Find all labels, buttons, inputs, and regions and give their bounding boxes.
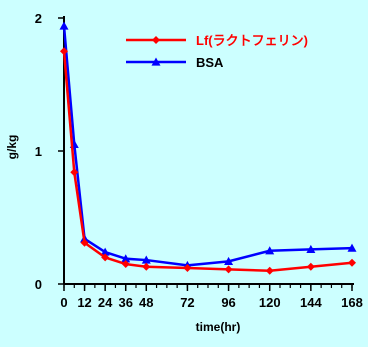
x-tick-label: 168 — [341, 295, 363, 310]
legend: Lf(ラクトフェリン) BSA — [126, 33, 308, 70]
data-point-bsa — [347, 243, 357, 252]
y-axis-title: g/kg — [5, 135, 19, 160]
legend-item-bsa: BSA — [126, 55, 224, 70]
data-point-lf — [101, 253, 110, 262]
y-tick-label: 0 — [35, 277, 42, 292]
data-point-lf — [60, 47, 68, 56]
data-point-lf — [142, 262, 151, 271]
data-point-lf — [80, 238, 89, 247]
data-point-bsa — [59, 21, 69, 30]
series-lf — [60, 47, 356, 275]
y-tick-label: 1 — [35, 144, 42, 159]
data-point-bsa — [141, 255, 151, 264]
x-tick-label: 48 — [139, 295, 153, 310]
data-point-bsa — [265, 246, 275, 255]
data-point-lf — [121, 260, 130, 269]
data-point-bsa — [306, 244, 316, 254]
x-tick-label: 24 — [98, 295, 113, 310]
x-axis-title: time(hr) — [196, 320, 241, 334]
x-tick-label: 72 — [180, 295, 194, 310]
data-point-lf — [265, 266, 274, 275]
legend-marker-lf — [152, 36, 160, 44]
data-point-lf — [306, 262, 315, 271]
legend-marker-bsa — [151, 57, 161, 66]
data-point-bsa — [121, 254, 131, 263]
data-point-lf — [224, 265, 233, 274]
legend-label-bsa: BSA — [196, 55, 224, 70]
x-tick-label: 0 — [60, 295, 67, 310]
x-tick-label: 12 — [77, 295, 91, 310]
x-tick-label: 144 — [300, 295, 322, 310]
legend-item-lf: Lf(ラクトフェリン) — [126, 33, 308, 48]
data-point-bsa — [224, 256, 234, 265]
data-point-lf — [348, 258, 356, 267]
x-tick-label: 120 — [259, 295, 281, 310]
data-point-bsa — [100, 247, 110, 256]
data-point-lf — [183, 264, 192, 273]
series-line-lf — [62, 51, 353, 272]
series-layer — [59, 21, 357, 275]
data-point-lf — [70, 168, 79, 177]
legend-label-lf: Lf(ラクトフェリン) — [196, 33, 308, 48]
y-tick-label: 2 — [35, 11, 42, 26]
x-tick-label: 96 — [221, 295, 235, 310]
x-tick-label: 36 — [118, 295, 132, 310]
